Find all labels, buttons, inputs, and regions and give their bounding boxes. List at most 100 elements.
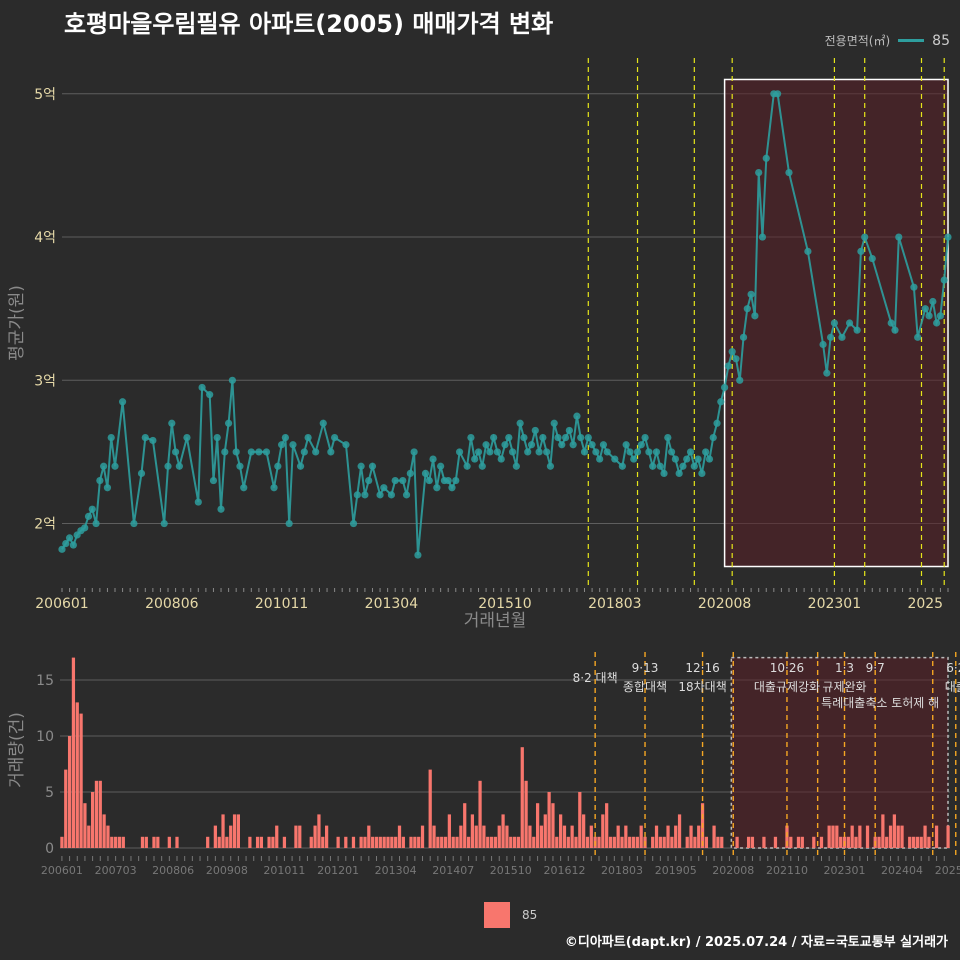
volume-bar bbox=[908, 836, 912, 848]
price-point bbox=[448, 484, 456, 492]
price-point bbox=[891, 326, 899, 334]
volume-bar bbox=[631, 836, 636, 848]
price-point bbox=[96, 476, 104, 485]
volume-bar bbox=[259, 836, 264, 848]
price-y-axis-label: 평균가(원) bbox=[7, 285, 27, 361]
volume-bar bbox=[236, 814, 241, 848]
price-point bbox=[421, 469, 430, 478]
volume-bar bbox=[505, 825, 509, 848]
price-point bbox=[236, 462, 244, 470]
legend-top-swatch bbox=[898, 39, 925, 42]
price-point bbox=[380, 484, 388, 492]
price-point bbox=[656, 462, 664, 470]
price-point bbox=[743, 305, 751, 313]
volume-bar bbox=[670, 836, 674, 848]
price-point bbox=[550, 419, 558, 427]
volume-bar bbox=[773, 836, 778, 848]
volume-x-tick-label: 201612 bbox=[543, 864, 585, 877]
price-point bbox=[645, 448, 653, 456]
volume-bar bbox=[516, 836, 521, 848]
volume-bar bbox=[712, 825, 716, 848]
volume-bar bbox=[509, 836, 513, 848]
price-point bbox=[247, 448, 255, 456]
volume-policy-label: 대출 bbox=[945, 680, 960, 694]
page-title: 호평마을우림필유 아파트(2005) 매매가격 변화 bbox=[64, 10, 554, 38]
volume-bar bbox=[819, 836, 824, 848]
price-point bbox=[804, 247, 812, 255]
price-point bbox=[331, 433, 339, 442]
price-point bbox=[887, 319, 895, 327]
volume-policy-label: 8·2 대책 bbox=[573, 670, 618, 685]
price-point bbox=[452, 476, 460, 485]
volume-bar bbox=[651, 836, 655, 848]
volume-bar bbox=[321, 836, 325, 848]
volume-policy-label: 10·26 bbox=[770, 661, 804, 675]
volume-bar bbox=[213, 825, 217, 848]
price-point bbox=[183, 433, 191, 442]
price-point bbox=[618, 462, 626, 470]
price-point bbox=[103, 484, 112, 492]
price-point bbox=[209, 476, 218, 485]
price-point bbox=[353, 491, 361, 499]
price-point bbox=[285, 519, 293, 528]
price-axes: 200601 200806 201011 201304 201510 201803 2020… bbox=[35, 588, 949, 612]
price-point bbox=[387, 491, 396, 499]
volume-policy-label: 특례대출축소 토허제 해 bbox=[821, 696, 939, 710]
volume-x-tick-label: 201510 bbox=[490, 864, 532, 877]
volume-bar bbox=[524, 780, 528, 848]
volume-policy-label: 1·3 bbox=[835, 661, 854, 675]
volume-bar bbox=[693, 836, 697, 848]
volume-bar bbox=[436, 836, 440, 848]
volume-bar bbox=[850, 825, 854, 848]
price-point bbox=[361, 491, 369, 499]
price-point bbox=[493, 448, 502, 456]
price-point bbox=[304, 433, 312, 442]
volume-policy-label: 대출규제강화 bbox=[754, 680, 820, 694]
price-point bbox=[845, 319, 854, 327]
volume-policy-label: 종합대책 bbox=[623, 679, 667, 694]
volume-bar bbox=[666, 825, 670, 848]
volume-bar bbox=[459, 825, 463, 848]
volume-bar bbox=[324, 825, 329, 848]
volume-x-tick-label: 202506 bbox=[935, 864, 960, 877]
price-point bbox=[342, 441, 350, 449]
price-y-tick-label: 5억 bbox=[34, 87, 56, 103]
volume-x-tick-label: 201011 bbox=[263, 864, 305, 877]
volume-bar bbox=[716, 836, 720, 848]
price-point bbox=[910, 283, 918, 291]
volume-policy-label: 9·7 bbox=[866, 661, 885, 675]
volume-bar bbox=[674, 825, 678, 848]
price-point bbox=[429, 455, 437, 463]
price-x-tick-label: 2025 bbox=[907, 596, 943, 612]
volume-bar bbox=[547, 792, 551, 848]
volume-bar bbox=[892, 814, 896, 848]
price-point bbox=[349, 519, 358, 528]
volume-bar bbox=[75, 702, 79, 848]
volume-bar bbox=[206, 836, 210, 848]
volume-bar bbox=[90, 792, 95, 848]
price-point bbox=[728, 348, 736, 356]
price-point bbox=[667, 448, 676, 456]
volume-bar bbox=[282, 836, 287, 848]
price-point bbox=[232, 448, 240, 456]
price-point bbox=[296, 462, 305, 470]
price-point bbox=[573, 412, 581, 420]
price-point bbox=[206, 391, 214, 399]
volume-bar bbox=[255, 836, 260, 848]
volume-bar bbox=[175, 836, 179, 848]
volume-bar bbox=[87, 825, 91, 848]
volume-x-tick-label: 201905 bbox=[655, 864, 697, 877]
volume-bar bbox=[232, 814, 237, 848]
price-point bbox=[425, 476, 433, 485]
volume-bar bbox=[217, 836, 221, 848]
volume-bar bbox=[79, 713, 83, 848]
volume-bar bbox=[371, 836, 375, 848]
price-point bbox=[819, 340, 827, 349]
price-point bbox=[868, 254, 876, 263]
volume-bar bbox=[102, 814, 106, 848]
volume-bar bbox=[574, 836, 578, 848]
volume-bar bbox=[486, 836, 490, 848]
volume-bar bbox=[394, 836, 398, 848]
volume-axes: 200601 200703 200806 200908 201011 201201 2013… bbox=[41, 856, 960, 877]
price-point bbox=[376, 491, 384, 499]
